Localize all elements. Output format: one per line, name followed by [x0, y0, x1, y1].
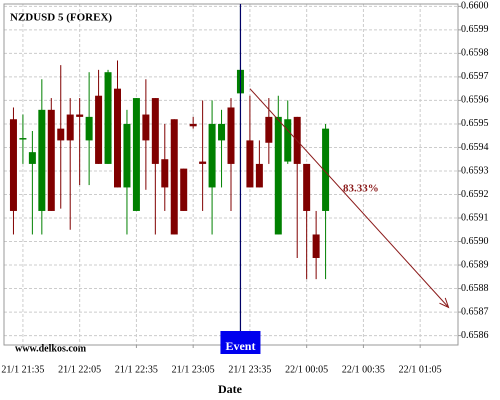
- candle-body: [19, 138, 27, 140]
- candle-body: [132, 98, 140, 211]
- candle-body: [199, 161, 207, 164]
- y-tick-label: 0.6596: [461, 95, 489, 106]
- candle-body: [66, 114, 74, 141]
- event-box: [220, 331, 261, 354]
- y-tick-label: 0.6593: [461, 165, 489, 176]
- candle-body: [76, 114, 84, 117]
- y-tick-label: 0.6587: [461, 306, 489, 317]
- y-tick-label: 0.6590: [461, 236, 489, 247]
- candle-body: [104, 72, 112, 164]
- y-tick-label: 0.6586: [461, 330, 489, 341]
- y-tick-label: 0.6592: [461, 189, 489, 200]
- candle-body: [322, 128, 330, 211]
- arrow-head: [439, 297, 450, 309]
- candle-body: [57, 128, 65, 141]
- candle-body: [9, 119, 17, 211]
- candle-body: [95, 95, 103, 164]
- candle-body: [123, 123, 131, 188]
- candle-body: [246, 140, 254, 188]
- x-tick-label: 21/1 22:35: [115, 364, 158, 375]
- event-label: Event: [225, 339, 255, 353]
- candle-body: [28, 152, 36, 164]
- candle-body: [85, 116, 93, 141]
- candle-body: [142, 114, 150, 141]
- candle-body: [274, 116, 282, 235]
- candle-body: [303, 163, 311, 211]
- candle-body: [265, 116, 273, 143]
- x-tick-label: 22/1 00:35: [342, 364, 385, 375]
- chart-title: NZDUSD 5 (FOREX): [10, 12, 112, 24]
- candle-body: [189, 123, 197, 127]
- y-tick-label: 0.6598: [461, 48, 489, 59]
- candle-body: [255, 163, 263, 188]
- x-tick-label: 21/1 21:35: [1, 364, 44, 375]
- y-tick-label: 0.6600: [461, 1, 489, 12]
- candle-body: [170, 119, 178, 235]
- x-tick-label: 21/1 23:05: [172, 364, 215, 375]
- y-tick-label: 0.6594: [461, 142, 489, 153]
- candle-body: [38, 109, 46, 211]
- candle-body: [114, 88, 121, 188]
- candle-body: [180, 168, 188, 211]
- candle-body: [208, 123, 216, 188]
- y-tick-label: 0.6599: [461, 24, 489, 35]
- y-tick-label: 0.6588: [461, 283, 489, 294]
- projection-arrow: [249, 88, 449, 308]
- candle-body: [218, 123, 226, 141]
- x-tick-label: 22/1 00:05: [285, 364, 328, 375]
- x-tick-label: 21/1 23:35: [228, 364, 271, 375]
- y-tick-label: 0.6591: [461, 212, 489, 223]
- watermark: www.delkos.com: [15, 343, 87, 354]
- y-tick-label: 0.6589: [461, 259, 489, 270]
- x-tick-label: 21/1 22:05: [58, 364, 101, 375]
- candle-body: [151, 98, 159, 164]
- candle-body: [312, 234, 320, 258]
- x-tick-label: 22/1 01:05: [399, 364, 442, 375]
- arrow-label: 83.33%: [343, 183, 379, 195]
- candle-body: [227, 107, 235, 164]
- candle-body: [284, 119, 292, 162]
- candle-body: [161, 159, 169, 188]
- y-tick-label: 0.6595: [461, 118, 489, 129]
- candle-body: [47, 109, 55, 211]
- y-tick-label: 0.6597: [461, 71, 489, 82]
- x-axis-title: Date: [218, 382, 243, 396]
